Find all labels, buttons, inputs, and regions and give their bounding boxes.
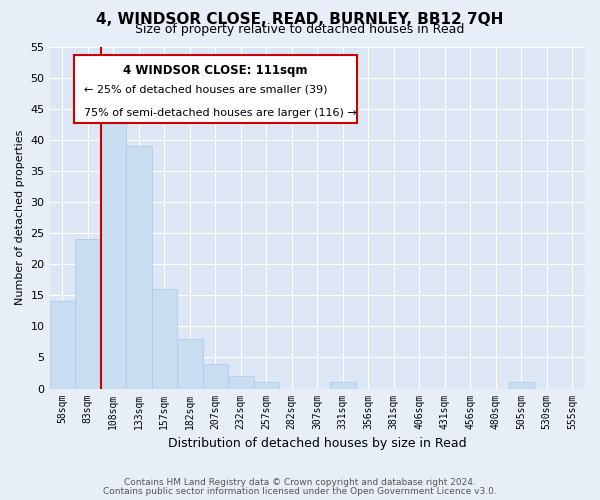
Bar [203,364,228,388]
X-axis label: Distribution of detached houses by size in Read: Distribution of detached houses by size … [168,437,467,450]
Y-axis label: Number of detached properties: Number of detached properties [15,130,25,305]
Bar [126,146,152,388]
Bar [509,382,534,388]
Text: 4 WINDSOR CLOSE: 111sqm: 4 WINDSOR CLOSE: 111sqm [123,64,308,76]
Bar [177,339,203,388]
Bar [152,289,177,388]
Bar [330,382,356,388]
Text: Contains HM Land Registry data © Crown copyright and database right 2024.: Contains HM Land Registry data © Crown c… [124,478,476,487]
Bar [254,382,279,388]
Bar [228,376,254,388]
Text: 4, WINDSOR CLOSE, READ, BURNLEY, BB12 7QH: 4, WINDSOR CLOSE, READ, BURNLEY, BB12 7Q… [97,12,503,28]
Text: ← 25% of detached houses are smaller (39): ← 25% of detached houses are smaller (39… [85,84,328,94]
Text: 75% of semi-detached houses are larger (116) →: 75% of semi-detached houses are larger (… [85,108,357,118]
Bar [50,302,75,388]
Bar [101,108,126,388]
Text: Contains public sector information licensed under the Open Government Licence v3: Contains public sector information licen… [103,487,497,496]
FancyBboxPatch shape [74,55,358,124]
Text: Size of property relative to detached houses in Read: Size of property relative to detached ho… [136,22,464,36]
Bar [75,240,101,388]
